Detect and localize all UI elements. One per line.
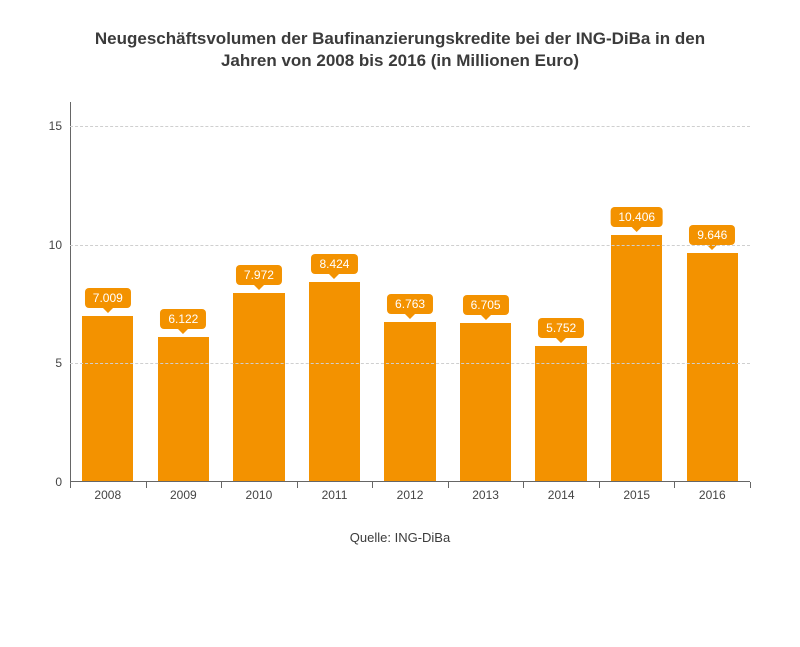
x-tick-mark (146, 482, 147, 488)
x-tick-mark (674, 482, 675, 488)
chart-title: Neugeschäftsvolumen der Baufinanzierungs… (70, 28, 730, 72)
bar-slot: 8.424 (297, 102, 373, 482)
value-bubble-arrow (481, 315, 491, 320)
x-tick-label: 2010 (221, 488, 297, 502)
y-tick-label: 10 (49, 238, 70, 252)
grid-line (70, 245, 750, 246)
value-bubble: 9.646 (689, 225, 735, 245)
value-bubble-arrow (103, 308, 113, 313)
bar: 9.646 (687, 253, 738, 482)
y-tick-label: 5 (55, 356, 70, 370)
plot-area: 7.009 6.122 7.972 8.424 6.763 6.705 5.752 10.40… (70, 102, 750, 482)
x-tick-mark (372, 482, 373, 488)
grid-line (70, 363, 750, 364)
bars-group: 7.009 6.122 7.972 8.424 6.763 6.705 5.752 10.40… (70, 102, 750, 482)
bar: 6.763 (384, 322, 435, 483)
x-tick-mark (221, 482, 222, 488)
bar: 5.752 (535, 346, 586, 483)
x-tick-label: 2008 (70, 488, 146, 502)
x-tick-mark (297, 482, 298, 488)
x-tick-mark (599, 482, 600, 488)
value-bubble-arrow (556, 338, 566, 343)
x-tick-label: 2011 (297, 488, 373, 502)
bar-slot: 10.406 (599, 102, 675, 482)
value-bubble: 8.424 (311, 254, 357, 274)
bar: 7.009 (82, 316, 133, 482)
bar: 6.122 (158, 337, 209, 482)
x-tick-mark (523, 482, 524, 488)
value-bubble: 7.972 (236, 265, 282, 285)
bar: 10.406 (611, 235, 662, 482)
x-tick-label: 2014 (523, 488, 599, 502)
x-axis-line (70, 481, 750, 482)
value-bubble-arrow (254, 285, 264, 290)
value-bubble: 6.705 (463, 295, 509, 315)
x-tick-mark (70, 482, 71, 488)
value-bubble-arrow (707, 245, 717, 250)
value-bubble-arrow (329, 274, 339, 279)
value-bubble: 6.763 (387, 294, 433, 314)
bar: 8.424 (309, 282, 360, 482)
bar-slot: 6.705 (448, 102, 524, 482)
value-bubble: 5.752 (538, 318, 584, 338)
chart-container: Neugeschäftsvolumen der Baufinanzierungs… (0, 0, 800, 647)
x-tick-label: 2016 (675, 488, 751, 502)
bar-slot: 7.009 (70, 102, 146, 482)
x-tick-mark (448, 482, 449, 488)
value-bubble: 7.009 (85, 288, 131, 308)
x-axis-labels: 200820092010201120122013201420152016 (70, 488, 750, 502)
source-label: Quelle: ING-DiBa (30, 530, 770, 545)
grid-line (70, 126, 750, 127)
bar-slot: 9.646 (675, 102, 751, 482)
y-tick-label: 15 (49, 119, 70, 133)
bar-slot: 6.763 (372, 102, 448, 482)
bar: 6.705 (460, 323, 511, 482)
bar-slot: 5.752 (523, 102, 599, 482)
bar-slot: 7.972 (221, 102, 297, 482)
x-tick-label: 2012 (372, 488, 448, 502)
value-bubble: 6.122 (160, 309, 206, 329)
x-tick-mark (750, 482, 751, 488)
y-axis-line (70, 102, 71, 482)
x-tick-label: 2009 (146, 488, 222, 502)
y-tick-label: 0 (55, 475, 70, 489)
x-tick-label: 2013 (448, 488, 524, 502)
value-bubble-arrow (178, 329, 188, 334)
bar: 7.972 (233, 293, 284, 482)
bar-slot: 6.122 (146, 102, 222, 482)
x-tick-label: 2015 (599, 488, 675, 502)
value-bubble-arrow (405, 314, 415, 319)
value-bubble-arrow (632, 227, 642, 232)
value-bubble: 10.406 (610, 207, 663, 227)
